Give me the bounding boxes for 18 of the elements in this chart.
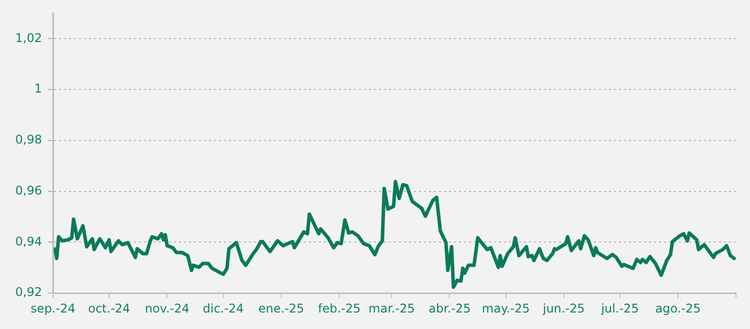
y-tick-label: 0,92	[15, 285, 42, 300]
x-tick-label: jun.-25	[542, 301, 585, 316]
x-tick-label: mar.-25	[368, 301, 415, 316]
y-tick-label: 0,98	[15, 132, 42, 147]
x-tick-label: ago.-25	[655, 301, 701, 316]
x-tick-label: feb.-25	[318, 301, 361, 316]
x-tick-label: dic.-24	[202, 301, 244, 316]
x-tick-label: abr.-25	[428, 301, 471, 316]
x-tick-label: oct.-24	[88, 301, 130, 316]
x-tick-label: nov.-24	[144, 301, 190, 316]
x-tick-label: may.-25	[482, 301, 530, 316]
x-tick-label: ene.-25	[258, 301, 304, 316]
x-tick-label: sep.-24	[30, 301, 76, 316]
y-tick-label: 0,94	[15, 234, 42, 248]
x-tick-label: jul.-25	[600, 301, 639, 316]
y-tick-label: 0,96	[15, 183, 42, 198]
y-tick-label: 1,02	[15, 30, 42, 45]
y-tick-label: 1	[34, 82, 42, 96]
